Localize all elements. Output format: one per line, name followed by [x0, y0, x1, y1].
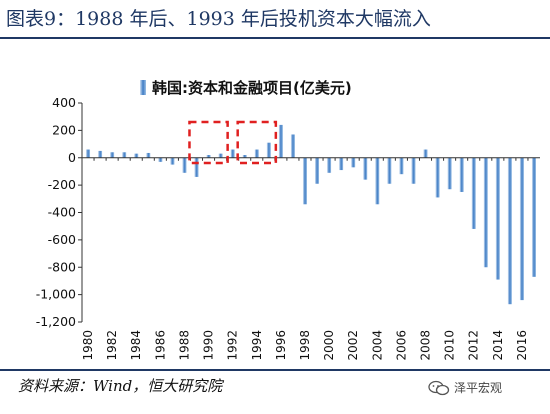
y-tick-label: 400 [52, 95, 76, 110]
watermark: 泽平宏观 [428, 379, 502, 396]
bar-1990 [206, 155, 211, 158]
x-tick-label: 1986 [153, 330, 167, 361]
bar-1991 [218, 153, 223, 158]
bar-2003 [363, 157, 368, 180]
y-tick-label: -200 [48, 177, 76, 192]
bar-2000 [327, 157, 332, 173]
x-tick-label: 2000 [322, 330, 336, 361]
bar-2008 [423, 149, 428, 158]
watermark-label: 泽平宏观 [454, 381, 503, 395]
legend-label: 韩国:资本和金融项目(亿美元) [152, 79, 352, 97]
bar-2016 [519, 157, 524, 301]
footer-rule [0, 369, 550, 371]
bar-2010 [447, 157, 452, 190]
x-tick-label: 2012 [467, 330, 481, 361]
y-axis: 400 200 0 -200 -400 -600 -800 -1,000 -1,200 [36, 95, 83, 329]
x-tick-label: 2016 [515, 330, 529, 361]
x-tick-label: 2004 [370, 330, 384, 361]
x-tick-label: 2006 [394, 330, 408, 361]
bar-1997 [290, 134, 295, 158]
x-tick-label: 1992 [226, 330, 240, 361]
bar-1993 [242, 155, 247, 158]
x-tick-label: 1988 [177, 330, 191, 361]
x-tick-label: 1982 [105, 330, 119, 361]
bar-2006 [399, 157, 404, 175]
bar-2013 [483, 157, 488, 268]
bar-1981 [98, 150, 103, 158]
bar-1992 [230, 149, 235, 158]
bar-1989 [194, 157, 199, 177]
bar-2004 [375, 157, 380, 205]
bar-1986 [158, 157, 163, 162]
x-axis: 1980 1982 1984 1986 1988 1990 1992 1994 1996 1998… [81, 157, 540, 361]
source-note: 资料来源：Wind，恒大研究院 [18, 377, 223, 395]
y-tick-label: -600 [48, 232, 76, 247]
bar-1983 [122, 152, 127, 158]
y-tick-label: 200 [52, 122, 76, 137]
x-tick-label: 2014 [491, 330, 505, 361]
x-tick-label: 2002 [346, 330, 360, 361]
bar-2002 [351, 157, 356, 168]
bar-series [86, 124, 536, 305]
bar-chart: 韩国:资本和金融项目(亿美元) 4002000-200-400-600-800-… [36, 79, 540, 361]
x-tick-label: 1996 [274, 330, 288, 361]
bar-2014 [495, 157, 500, 280]
x-tick-label: 2010 [443, 330, 457, 361]
bar-2007 [411, 157, 416, 184]
bar-1998 [302, 157, 307, 205]
bar-2011 [459, 157, 464, 192]
bar-1980 [86, 149, 91, 158]
x-tick-label: 1980 [81, 330, 95, 361]
x-tick-label: 1984 [129, 330, 143, 361]
bar-1996 [278, 124, 283, 158]
bar-2009 [435, 157, 440, 198]
x-tick-label: 1994 [250, 330, 264, 361]
bar-1984 [134, 153, 139, 158]
bar-1988 [182, 157, 187, 173]
legend: 韩国:资本和金融项目(亿美元) [140, 79, 352, 97]
bar-2001 [339, 157, 344, 171]
x-tick-label: 2008 [419, 330, 433, 361]
bar-2012 [471, 157, 476, 229]
y-tick-label: 0 [68, 150, 76, 165]
x-tick-label: 1998 [298, 330, 312, 361]
y-tick-label: -400 [48, 205, 76, 220]
wechat-icon [428, 380, 450, 395]
bar-1987 [170, 157, 175, 165]
bar-2015 [507, 157, 512, 305]
y-tick-label: -800 [48, 259, 76, 274]
bar-2005 [387, 157, 392, 184]
bar-1995 [266, 142, 271, 158]
highlight-box [236, 120, 278, 165]
bar-2017 [531, 157, 536, 277]
x-tick-label: 1990 [202, 330, 216, 361]
bar-1985 [146, 152, 151, 158]
title-rule [0, 37, 550, 39]
highlight-box [188, 120, 229, 165]
figure-title: 图表9：1988 年后、1993 年后投机资本大幅流入 [6, 8, 431, 30]
bar-1982 [110, 152, 115, 158]
legend-swatch [140, 80, 146, 95]
bar-1994 [254, 149, 259, 158]
y-tick-label: -1,200 [36, 314, 76, 329]
highlight-boxes [188, 120, 278, 165]
y-tick-label: -1,000 [36, 287, 76, 302]
bar-1999 [315, 157, 320, 184]
